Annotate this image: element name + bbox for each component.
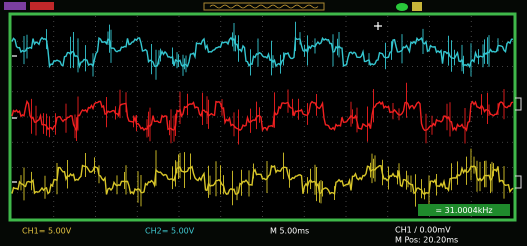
timebase: M 5.00ms [270, 227, 309, 236]
mode-indicator [30, 2, 54, 10]
frequency-readout: = 31.0004kHz [435, 206, 492, 215]
trigger-setting: CH1 / 0.00mV [395, 226, 451, 235]
usb-icon [412, 2, 422, 11]
oscilloscope-screen: = 31.0004kHz CH1= 5.00V CH2= 5.00V M 5.0… [0, 0, 527, 246]
ch2-scale: CH2= 5.00V [145, 227, 195, 236]
run-indicator [4, 2, 26, 10]
ch1-scale: CH1= 5.00V [22, 227, 72, 236]
trigger-icon [396, 3, 408, 11]
horizontal-position: M Pos: 20.20ms [395, 236, 458, 245]
